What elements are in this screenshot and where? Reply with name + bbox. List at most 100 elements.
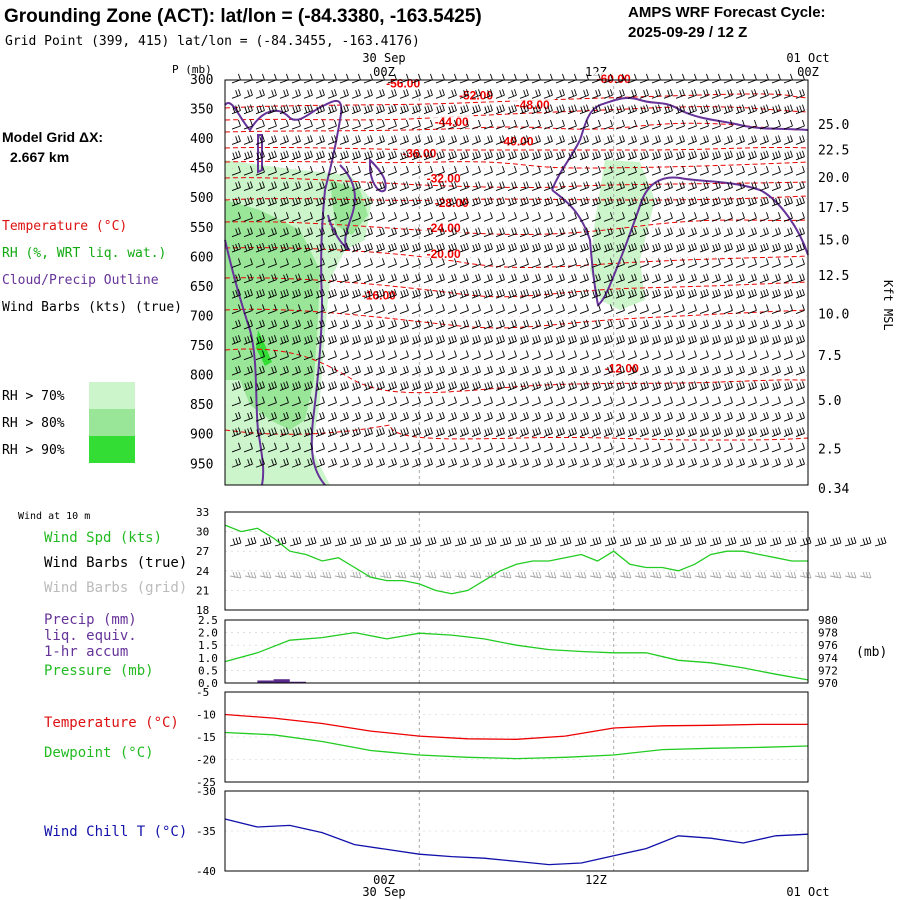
wind-barb-feather (658, 181, 661, 188)
wind-barb-feather (274, 150, 277, 157)
wind-barb-feather (247, 136, 251, 143)
wind-barb-staff (507, 187, 517, 191)
wind-barb-feather (778, 181, 781, 188)
wind-barb-feather (310, 181, 313, 188)
wind-barb-feather (646, 104, 649, 111)
wind-barb-staff (447, 140, 457, 145)
wind-barb-staff (447, 263, 457, 268)
wind-barb-feather (547, 105, 551, 112)
wind-barb-staff (423, 217, 433, 222)
wind-barb-feather (574, 242, 577, 250)
wind-barb (339, 89, 349, 99)
wind-barb-feather (604, 244, 608, 252)
wind-barb-feather (598, 165, 601, 173)
wind-barb-staff (411, 279, 421, 284)
wind-barb (351, 196, 361, 207)
wind-barb (531, 135, 541, 145)
wind-barb-feather (403, 151, 407, 158)
wind-barb-feather (634, 196, 637, 203)
wind-barb-feather (706, 273, 709, 280)
wind-barb-feather (703, 243, 707, 251)
wind-barb-feather (754, 273, 757, 280)
wind-barb (735, 258, 745, 268)
wind-barb (423, 181, 433, 191)
wind-barb-feather (319, 289, 323, 297)
wind-barb-feather (346, 212, 349, 219)
wind-barb (459, 165, 469, 176)
wind-barb-staff (591, 248, 601, 253)
wind-barb-staff (411, 263, 421, 268)
height-tick-label: 2.5 (818, 443, 841, 458)
wind-barb-staff (519, 233, 529, 238)
isotherm-label: -56.00 (386, 77, 420, 91)
wind-barb-feather (634, 104, 637, 111)
wind-barb-feather (382, 89, 385, 96)
wind-barb-feather (607, 182, 611, 189)
wind-barb-staff (399, 171, 409, 176)
wind-barb-staff (735, 156, 745, 161)
wind-barb-feather (514, 181, 517, 188)
wind-barb-feather (448, 290, 452, 298)
wind-barb (735, 227, 745, 238)
wind-barb-feather (658, 165, 661, 173)
wind-barb-staff (363, 202, 373, 207)
wind-barb-staff (495, 202, 505, 207)
wind-barb-staff (579, 294, 589, 299)
legend-rh: RH (%, WRT liq. wat.) (2, 246, 166, 261)
wind-barb-staff (567, 248, 577, 253)
wind-barb-feather (730, 242, 733, 250)
wind-barb-staff (471, 171, 481, 176)
wind-barb-staff (399, 279, 409, 284)
wind-barb-staff (279, 110, 289, 115)
wind-barb-staff (615, 294, 625, 299)
wind-barb (231, 135, 241, 145)
wind-barb-feather (790, 273, 793, 280)
wind-barb-feather (775, 182, 779, 189)
top-tick-00z-a: 00Z (373, 65, 395, 79)
wind-barb-feather (622, 212, 625, 219)
wind-barb-staff (675, 171, 685, 176)
wind-barb-staff (531, 294, 541, 299)
wind-barb-staff (747, 248, 757, 253)
wind-barb-feather (676, 106, 680, 113)
wind-barb-feather (355, 90, 359, 97)
wind-barb-feather (766, 89, 769, 96)
wind-barb-staff (627, 156, 637, 161)
wind-barb (291, 288, 301, 299)
wind-barb (711, 227, 721, 238)
wind-barb-feather (310, 104, 313, 111)
wind-barb (423, 104, 433, 115)
wind-barb-feather (670, 242, 673, 250)
wind-barb-feather (316, 290, 320, 298)
wind-barb-feather (679, 105, 683, 112)
wind-barb-feather (643, 136, 647, 143)
wind-barb (351, 181, 361, 191)
wind-barb-feather (394, 212, 397, 219)
wind-barb-feather (790, 119, 793, 127)
wind-barb (615, 196, 625, 207)
wind-barb-feather (562, 288, 565, 296)
wind-barb-feather (631, 136, 635, 143)
wind-barb-feather (382, 135, 385, 142)
wind-barb (711, 119, 721, 130)
wind-barb (543, 196, 553, 207)
wind-barb-feather (319, 197, 323, 205)
wind-barb-staff (531, 171, 541, 176)
wind-barb-feather (616, 198, 620, 206)
wind-barb-feather (508, 244, 512, 252)
wind-barb-staff (579, 94, 589, 99)
wind-barb-feather (262, 258, 265, 265)
wind-barb-feather (595, 197, 599, 205)
wind-barb-feather (463, 151, 467, 158)
wind-barb-staff (411, 171, 421, 176)
wind-barb (339, 196, 349, 207)
wind-barb-staff (411, 187, 421, 191)
wind-barb-feather (439, 243, 443, 251)
wind-barb-feather (235, 90, 239, 97)
wind-barb-feather (250, 165, 253, 173)
wind-barb (315, 165, 325, 176)
wind-barb-feather (694, 212, 697, 219)
wind-barb (231, 165, 241, 176)
wind-barb (447, 89, 457, 99)
wind-barb-feather (646, 273, 649, 280)
